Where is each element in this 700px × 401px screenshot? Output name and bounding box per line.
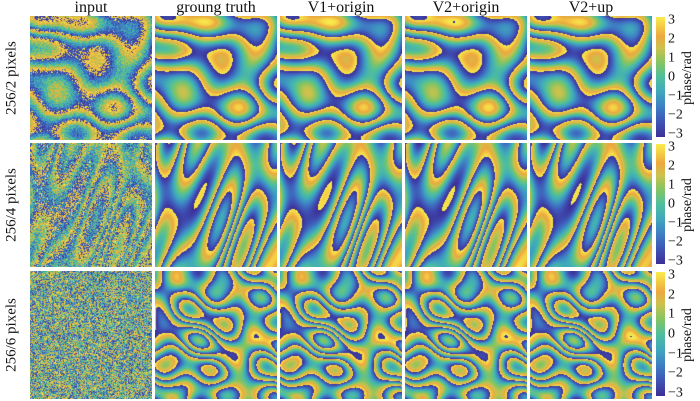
colorbar-tick-label: 1 — [668, 177, 675, 193]
colorbar-tick-label: −3 — [668, 385, 683, 401]
row-label: 256/6 pixels — [3, 298, 20, 372]
colorbar-tick-label: 1 — [668, 306, 675, 322]
colorbar-tick-label: 0 — [668, 196, 675, 212]
phase-image-row3-v1-origin — [280, 271, 402, 399]
colorbar-tick-label: 3 — [668, 12, 675, 28]
colorbar-axis-label: phase/rad — [680, 51, 695, 105]
colorbar-axis-label: phase/rad — [680, 308, 695, 362]
phase-image-row1-v1-origin — [280, 16, 402, 140]
colorbar-gradient — [656, 272, 665, 396]
colorbar-tick-label: 1 — [668, 50, 675, 66]
phase-image-row2-input — [30, 143, 152, 267]
figure-row: 256/4 pixels 3 2 1 0 −1 −2 −3 phase/rad — [0, 139, 700, 269]
colorbar-tick-label: −1 — [668, 215, 683, 231]
colorbar-tick-label: −3 — [668, 126, 683, 142]
column-header-v2-up: V2+up — [568, 0, 614, 16]
phase-image-row3-input — [30, 271, 152, 399]
column-header-v1-origin: V1+origin — [307, 0, 375, 16]
phase-image-row2-v2-up — [530, 143, 652, 267]
colorbar-tick-label: 3 — [668, 267, 675, 283]
row-label: 256/4 pixels — [3, 168, 20, 242]
colorbar-tick-label: 0 — [668, 69, 675, 85]
figure-row: 256/6 pixels 3 2 1 0 −1 −2 −3 phase/rad — [0, 267, 700, 401]
colorbar-tick-label: −2 — [668, 234, 683, 250]
colorbar-tick-label: 2 — [668, 158, 675, 174]
column-header-groung-truth: groung truth — [176, 0, 256, 16]
phase-image-row1-groung-truth — [155, 16, 277, 140]
phase-image-row1-v2-up — [530, 16, 652, 140]
column-header-v2-origin: V2+origin — [432, 0, 500, 16]
colorbar-tick-label: −2 — [668, 107, 683, 123]
phase-image-row2-v1-origin — [280, 143, 402, 267]
phase-image-row1-input — [30, 16, 152, 140]
phase-image-row3-v2-origin — [405, 271, 527, 399]
colorbar-tick-label: −2 — [668, 365, 683, 381]
row-label: 256/2 pixels — [3, 41, 20, 115]
colorbar-axis-label: phase/rad — [680, 178, 695, 232]
colorbar-gradient — [656, 144, 665, 264]
phase-image-row1-v2-origin — [405, 16, 527, 140]
colorbar-tick-label: 2 — [668, 287, 675, 303]
colorbar-tick-label: −3 — [668, 253, 683, 269]
phase-image-row3-groung-truth — [155, 271, 277, 399]
phase-image-row3-v2-up — [530, 271, 652, 399]
colorbar-tick-label: −1 — [668, 88, 683, 104]
colorbar-gradient — [656, 17, 665, 137]
column-header-input: input — [74, 0, 108, 16]
colorbar-tick-label: 0 — [668, 326, 675, 342]
colorbar-tick-label: 3 — [668, 139, 675, 155]
colorbar-tick-label: −1 — [668, 346, 683, 362]
colorbar-tick-label: 2 — [668, 31, 675, 47]
phase-image-row2-groung-truth — [155, 143, 277, 267]
figure-row: 256/2 pixels 3 2 1 0 −1 −2 −3 phase/rad — [0, 12, 700, 142]
phase-image-row2-v2-origin — [405, 143, 527, 267]
